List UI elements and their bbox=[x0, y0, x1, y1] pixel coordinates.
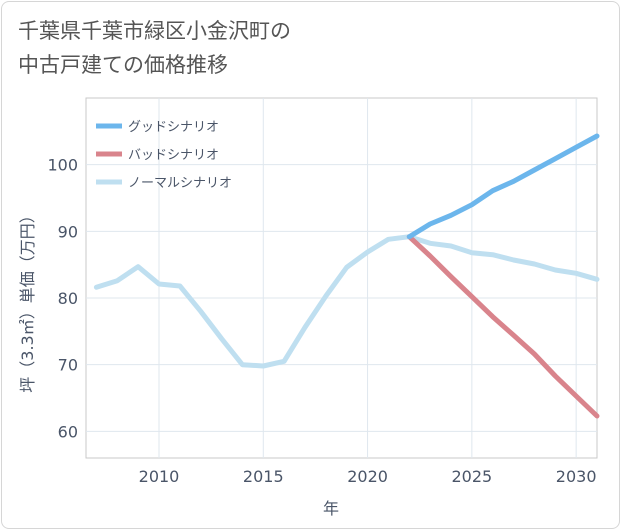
x-axis-title: 年 bbox=[323, 499, 339, 518]
series-line-2 bbox=[406, 234, 600, 419]
y-tick-label: 100 bbox=[47, 156, 78, 175]
y-tick-label: 80 bbox=[58, 289, 78, 308]
legend-label-1: グッドシナリオ bbox=[128, 120, 219, 135]
x-tick-label: 2025 bbox=[451, 467, 492, 486]
chart-title-line-2: 中古戸建ての価格推移 bbox=[18, 53, 228, 77]
x-tick-labels: 2010 2015 2020 2025 2030 bbox=[139, 467, 597, 486]
series-line-1 bbox=[406, 133, 600, 240]
series-lines bbox=[93, 133, 600, 419]
x-tick-label: 2020 bbox=[347, 467, 388, 486]
legend-label-3: ノーマルシナリオ bbox=[128, 176, 232, 191]
legend-label-2: バッドシナリオ bbox=[128, 148, 219, 163]
chart-title-line-1: 千葉県千葉市緑区小金沢町の bbox=[18, 19, 291, 43]
chart-title: 千葉県千葉市緑区小金沢町の 中古戸建ての価格推移 bbox=[18, 14, 578, 82]
y-axis-title: 坪（3.3㎡）単価（万円） bbox=[18, 207, 37, 392]
y-tick-label: 60 bbox=[58, 422, 78, 441]
series-line-3 bbox=[93, 234, 600, 369]
y-tick-label: 90 bbox=[58, 222, 78, 241]
y-tick-label: 70 bbox=[58, 356, 78, 375]
y-tick-labels: 60 70 80 90 100 bbox=[47, 156, 78, 442]
x-tick-label: 2010 bbox=[139, 467, 180, 486]
x-tick-label: 2015 bbox=[243, 467, 284, 486]
x-tick-label: 2030 bbox=[556, 467, 597, 486]
